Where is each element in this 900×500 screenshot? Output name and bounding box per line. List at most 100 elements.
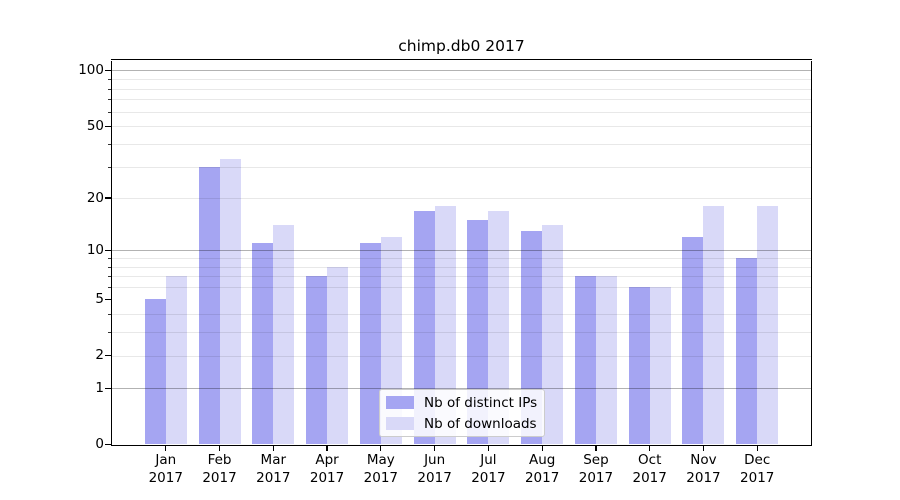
legend-label-distinct-ips: Nb of distinct IPs [424,394,538,411]
ytick-5 [105,298,111,301]
gridline-major-1 [112,387,811,389]
bar-sep-distinct-ips [574,276,596,445]
xtick-year: 2017 [148,469,183,486]
ytick-minor-60 [108,111,112,113]
ytick-minor-8 [108,266,112,268]
xtick-month: Jul [480,452,497,468]
xtick-label-apr: Apr 2017 [292,452,362,487]
xtick-year: 2017 [471,469,506,486]
xtick-jan [165,445,167,451]
bar-jun-downloads [434,206,456,445]
ytick-minor-3 [108,332,112,334]
ytick-label-5: 5 [95,290,104,307]
bar-jul-distinct-ips [467,220,489,445]
xtick-month: Jan [155,452,177,468]
bar-feb-distinct-ips [198,166,220,445]
ytick-10 [105,249,111,251]
gridline-minor-8 [112,266,811,268]
bar-jun-distinct-ips [413,210,435,445]
xtick-year: 2017 [632,469,667,486]
gridline-minor-50 [112,126,811,128]
bar-dec-distinct-ips [736,258,758,445]
ytick-label-1: 1 [95,379,104,396]
xtick-label-feb: Feb 2017 [185,452,255,487]
xtick-label-aug: Aug 2017 [507,452,577,487]
xtick-aug [541,445,543,451]
gridline-minor-80 [112,88,811,90]
bar-sep-downloads [595,276,617,445]
ytick-minor-40 [108,143,112,145]
gridline-minor-2 [112,355,811,357]
xtick-label-jul: Jul 2017 [453,452,523,487]
ytick-50 [105,125,111,127]
xtick-month: Dec [744,452,771,468]
xtick-label-oct: Oct 2017 [615,452,685,487]
chart-title: chimp.db0 2017 [398,37,525,55]
ytick-label-2: 2 [95,347,104,364]
bar-feb-downloads [219,159,241,445]
gridline-minor-4 [112,314,811,316]
gridline-minor-40 [112,143,811,145]
ytick-minor-90 [108,79,112,81]
gridline-minor-6 [112,286,811,288]
ytick-label-100: 100 [78,62,104,79]
ytick-minor-9 [108,258,112,260]
spine-left [110,60,112,446]
ytick-minor-7 [108,276,112,278]
xtick-dec [756,445,758,451]
bar-may-distinct-ips [359,243,381,445]
legend-swatch-downloads [386,417,414,430]
gridline-minor-90 [112,79,811,81]
xtick-year: 2017 [686,469,721,486]
xtick-feb [218,445,221,451]
bar-aug-downloads [542,225,564,445]
xtick-label-mar: Mar 2017 [238,452,308,487]
gridline-minor-70 [112,99,811,101]
gridline-minor-60 [112,111,811,113]
gridline-minor-20 [112,198,811,200]
xtick-may [380,445,382,451]
ytick-100 [105,70,111,72]
bar-nov-distinct-ips [682,236,704,445]
xtick-label-jan: Jan 2017 [131,452,201,487]
xtick-year: 2017 [256,469,291,486]
gridline-minor-7 [112,276,811,278]
legend-label-downloads: Nb of downloads [424,415,537,432]
xtick-sep [595,445,597,451]
xtick-mar [272,445,274,451]
legend-item-downloads: Nb of downloads [386,416,538,432]
ytick-minor-70 [108,99,112,101]
ytick-minor-6 [108,286,112,288]
xtick-month: Apr [315,452,339,468]
xtick-jul [487,445,489,451]
bar-oct-distinct-ips [628,286,650,445]
bar-nov-downloads [703,206,725,445]
ytick-label-10: 10 [86,241,104,258]
gridline-minor-30 [112,166,811,168]
spine-right [811,60,813,446]
bar-mar-distinct-ips [252,243,274,445]
spine-top [110,59,813,61]
bar-apr-distinct-ips [306,276,328,445]
ytick-label-50: 50 [86,117,104,134]
gridline-minor-3 [112,332,811,334]
legend-item-distinct-ips: Nb of distinct IPs [386,395,538,411]
xtick-year: 2017 [524,469,560,486]
bar-oct-downloads [649,286,671,445]
xtick-year: 2017 [309,469,345,486]
bar-mar-downloads [273,225,295,445]
xtick-oct [649,445,651,451]
xtick-month: Nov [690,452,717,468]
xtick-year: 2017 [417,469,452,486]
xtick-month: Sep [583,452,609,468]
ytick-label-0: 0 [95,436,104,452]
gridline-minor-9 [112,258,811,260]
xtick-label-may: May 2017 [346,452,416,487]
xtick-label-dec: Dec 2017 [722,452,792,487]
bar-jul-downloads [488,210,510,445]
ytick-1 [105,387,111,389]
xtick-label-sep: Sep 2017 [561,452,631,487]
xtick-month: Jun [424,452,446,468]
xtick-month: Aug [528,452,556,468]
